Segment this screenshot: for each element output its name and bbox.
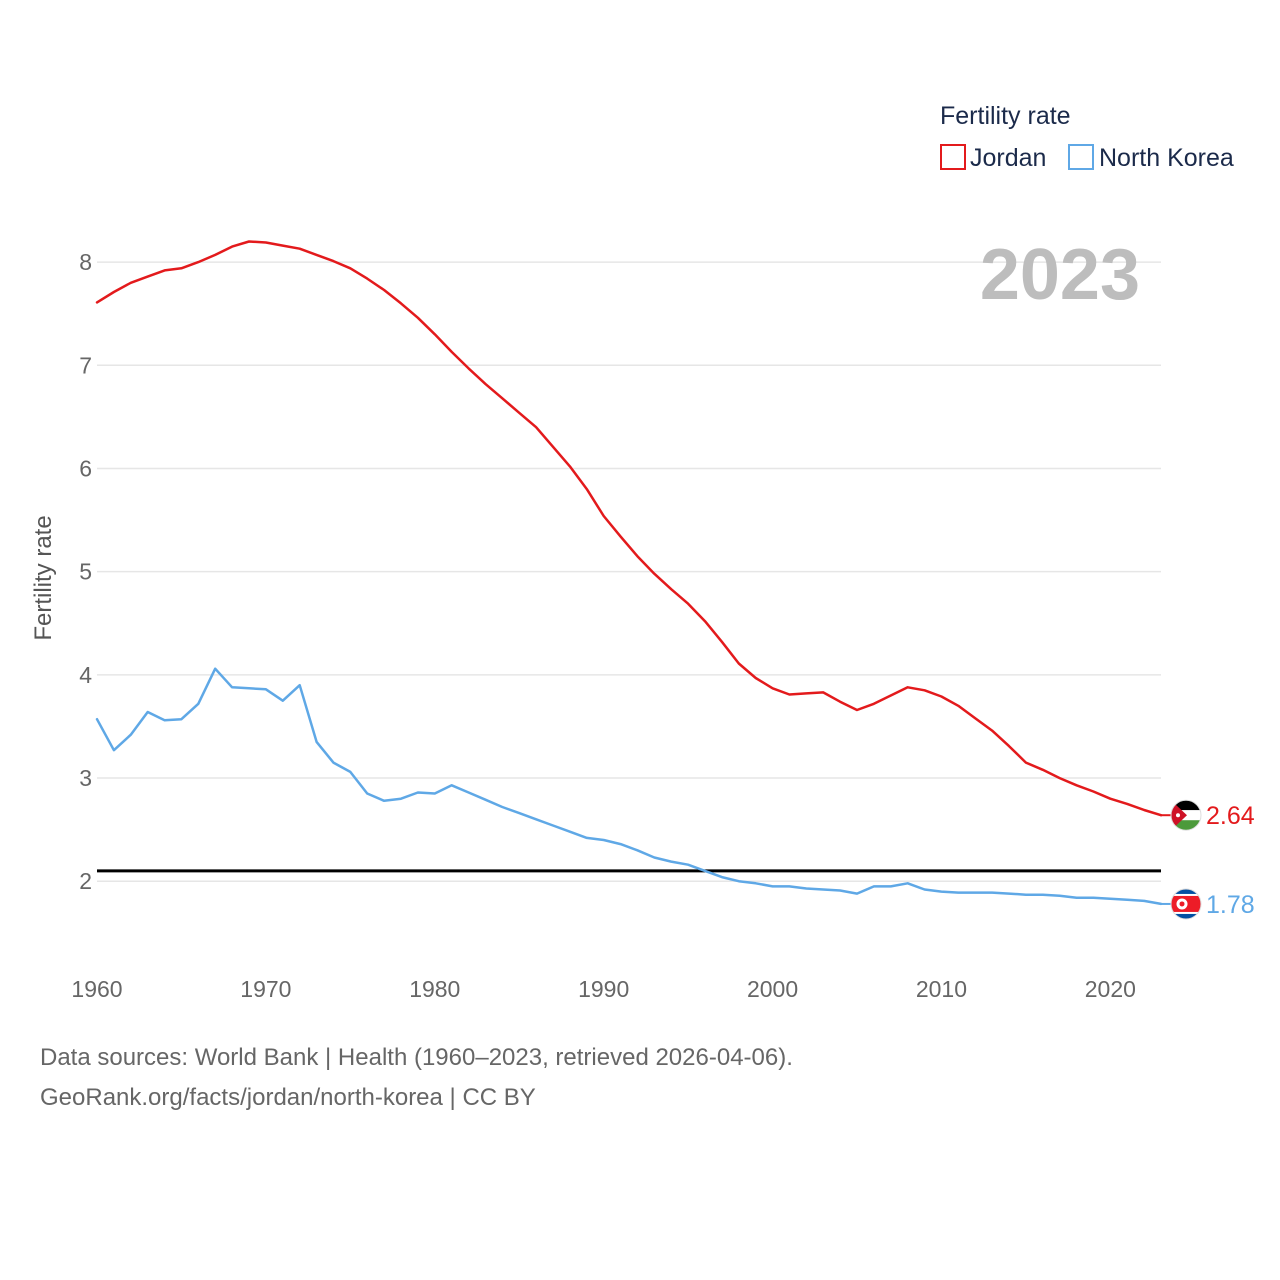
fertility-rate-chart: 2 3 4 5 6 7 8 1960 1970 1980 1990 2000 2010 2020 2.6… — [30, 102, 1255, 1002]
y-axis-ticks: 2 3 4 5 6 7 8 — [79, 249, 92, 894]
x-tick-label-1960: 1960 — [71, 976, 122, 1002]
y-tick-label-5: 5 — [79, 559, 92, 585]
x-tick-label-2020: 2020 — [1085, 976, 1136, 1002]
y-tick-label-7: 7 — [79, 352, 92, 378]
legend: Fertility rate Jordan North Korea — [940, 102, 1234, 172]
y-tick-label-3: 3 — [79, 765, 92, 791]
x-tick-label-1980: 1980 — [409, 976, 460, 1002]
end-value-label-jordan: 2.64 — [1206, 802, 1255, 830]
legend-title: Fertility rate — [940, 102, 1071, 130]
jordan-flag-icon — [1170, 799, 1202, 831]
series-line-jordan — [95, 240, 1163, 817]
series-end-markers: 2.64 1.78 — [1161, 799, 1255, 920]
x-tick-label-2010: 2010 — [916, 976, 967, 1002]
x-tick-label-2000: 2000 — [747, 976, 798, 1002]
y-tick-label-8: 8 — [79, 249, 92, 275]
legend-label-jordan: Jordan — [970, 144, 1046, 172]
x-tick-label-1970: 1970 — [240, 976, 291, 1002]
end-value-label-north-korea: 1.78 — [1206, 891, 1255, 919]
y-tick-label-4: 4 — [79, 662, 92, 688]
grid-lines — [97, 261, 1161, 882]
series-line-north-korea — [95, 667, 1163, 906]
footer-sources: Data sources: World Bank | Health (1960–… — [40, 1044, 793, 1071]
y-axis-title: Fertility rate — [30, 515, 57, 640]
y-tick-label-2: 2 — [79, 868, 92, 894]
x-tick-label-1990: 1990 — [578, 976, 629, 1002]
north-korea-flag-icon — [1170, 888, 1202, 920]
y-tick-label-6: 6 — [79, 455, 92, 481]
footer-credit: GeoRank.org/facts/jordan/north-korea | C… — [40, 1084, 536, 1111]
x-axis-ticks: 1960 1970 1980 1990 2000 2010 2020 — [71, 976, 1136, 1002]
series-lines — [95, 240, 1163, 906]
legend-swatch-jordan — [940, 144, 966, 170]
legend-swatch-north-korea — [1068, 144, 1094, 170]
current-year-label: 2023 — [980, 235, 1140, 315]
legend-label-north-korea: North Korea — [1099, 144, 1234, 172]
